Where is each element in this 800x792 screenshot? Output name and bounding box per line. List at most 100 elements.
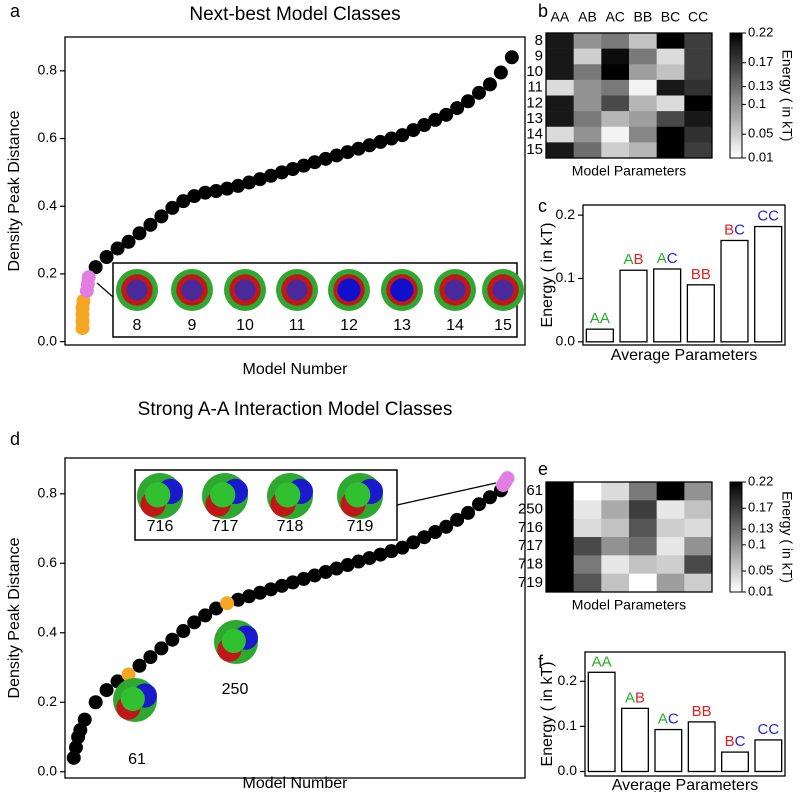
data-point	[274, 578, 289, 593]
heatmap-cell	[601, 555, 630, 574]
heatmap-cell	[546, 126, 574, 143]
heatmap-cell	[656, 95, 685, 112]
bar-category-label: AA	[590, 310, 610, 327]
data-point	[307, 155, 322, 170]
heatmap-cell	[656, 111, 685, 128]
heatmap-cell	[656, 573, 685, 593]
y-tick-label: 0.0	[38, 762, 58, 778]
heatmap-cell	[601, 33, 630, 49]
panel-label: d	[10, 429, 20, 449]
heatmap-cell	[546, 64, 574, 81]
heatmap-cell	[629, 95, 657, 112]
data-point	[362, 138, 377, 153]
data-point	[384, 131, 399, 146]
chart-title: Strong A-A Interaction Model Classes	[138, 399, 453, 420]
data-point	[263, 582, 278, 597]
heatmap-cell	[684, 555, 713, 574]
heatmap-cell	[656, 142, 685, 159]
data-point	[482, 490, 497, 505]
heatmap-cell	[684, 500, 713, 519]
heatmap-cell	[546, 555, 574, 574]
panel-label: a	[10, 1, 21, 21]
data-point	[428, 525, 443, 540]
panel-label: b	[538, 1, 548, 21]
molecule-core	[492, 279, 514, 301]
heatmap-cell	[629, 518, 657, 538]
data-point	[77, 712, 92, 727]
data-point	[220, 181, 235, 196]
molecule-image	[171, 269, 213, 311]
heatmap-cell	[573, 518, 602, 538]
data-point	[231, 592, 246, 607]
inset-label: 719	[347, 518, 374, 535]
heatmap-cell	[684, 126, 713, 143]
panel-label: c	[538, 196, 547, 216]
heatmap-cell	[656, 537, 685, 556]
y-tick-label: 0.2	[558, 672, 578, 688]
colorbar-tick-label: 0.01	[748, 583, 773, 598]
molecule-image	[276, 269, 318, 311]
data-point	[417, 118, 432, 132]
data-point	[395, 540, 410, 555]
data-point	[231, 178, 246, 193]
bar-category-label: BB	[692, 703, 712, 720]
heatmap-cell	[656, 33, 685, 49]
colorbar-tick-label: 0.17	[748, 500, 773, 515]
bar-category-label: BB	[691, 266, 711, 283]
row-label: 718	[518, 555, 543, 572]
column-label: AA	[550, 9, 569, 25]
column-label: CC	[688, 9, 708, 25]
heatmap-cell	[629, 537, 657, 556]
heatmap-cell	[656, 64, 685, 81]
heatmap-cell	[573, 33, 602, 49]
y-axis-label: Density Peak Distance	[6, 537, 23, 698]
bar	[754, 225, 783, 343]
data-point	[307, 568, 322, 583]
data-point	[318, 151, 333, 166]
inset-label: 717	[212, 518, 239, 535]
row-label: 717	[518, 537, 543, 554]
heatmap-cell	[629, 142, 657, 159]
inset-label: 10	[236, 317, 254, 334]
data-point	[439, 107, 454, 122]
bar-category-label: BC	[725, 733, 746, 750]
bar-category-label: AA	[592, 653, 612, 670]
colorbar-label: Energy ( in kT)	[779, 50, 795, 142]
bar	[585, 328, 614, 343]
heatmap-cell	[684, 95, 713, 112]
data-point	[406, 123, 421, 138]
row-label: 9	[535, 47, 543, 64]
y-axis-label: Energy ( in kT)	[539, 662, 556, 767]
data-point	[176, 194, 191, 209]
heatmap-cell	[656, 482, 685, 501]
bar	[621, 707, 649, 773]
molecule-core	[337, 278, 361, 302]
plot-frame	[64, 36, 526, 346]
heatmap-cell	[629, 500, 657, 519]
heatmap-cell	[573, 142, 602, 159]
data-point	[504, 50, 519, 65]
colorbar-label: Energy ( in kT)	[779, 491, 795, 583]
data-point	[482, 77, 497, 92]
bar-category-label: AB	[625, 689, 645, 706]
data-point	[220, 596, 235, 611]
bar	[721, 751, 749, 773]
data-point	[121, 234, 136, 249]
data-point	[187, 615, 202, 630]
y-tick-label: 0.0	[38, 332, 58, 348]
data-point	[242, 175, 256, 190]
colorbar-tick-label: 0.13	[748, 521, 773, 536]
data-point	[450, 101, 465, 116]
data-point	[450, 512, 465, 527]
y-tick-label: 0.0	[556, 333, 576, 349]
molecule-core	[145, 482, 171, 508]
data-point	[242, 589, 256, 604]
molecule-core	[345, 482, 371, 508]
heatmap-cell	[629, 482, 657, 501]
data-point	[209, 184, 224, 198]
y-tick-label: 0.1	[556, 269, 576, 285]
heatmap-cell	[573, 555, 602, 574]
heatmap-cell	[546, 500, 574, 519]
bar	[754, 739, 783, 773]
heatmap-cell	[684, 79, 713, 96]
